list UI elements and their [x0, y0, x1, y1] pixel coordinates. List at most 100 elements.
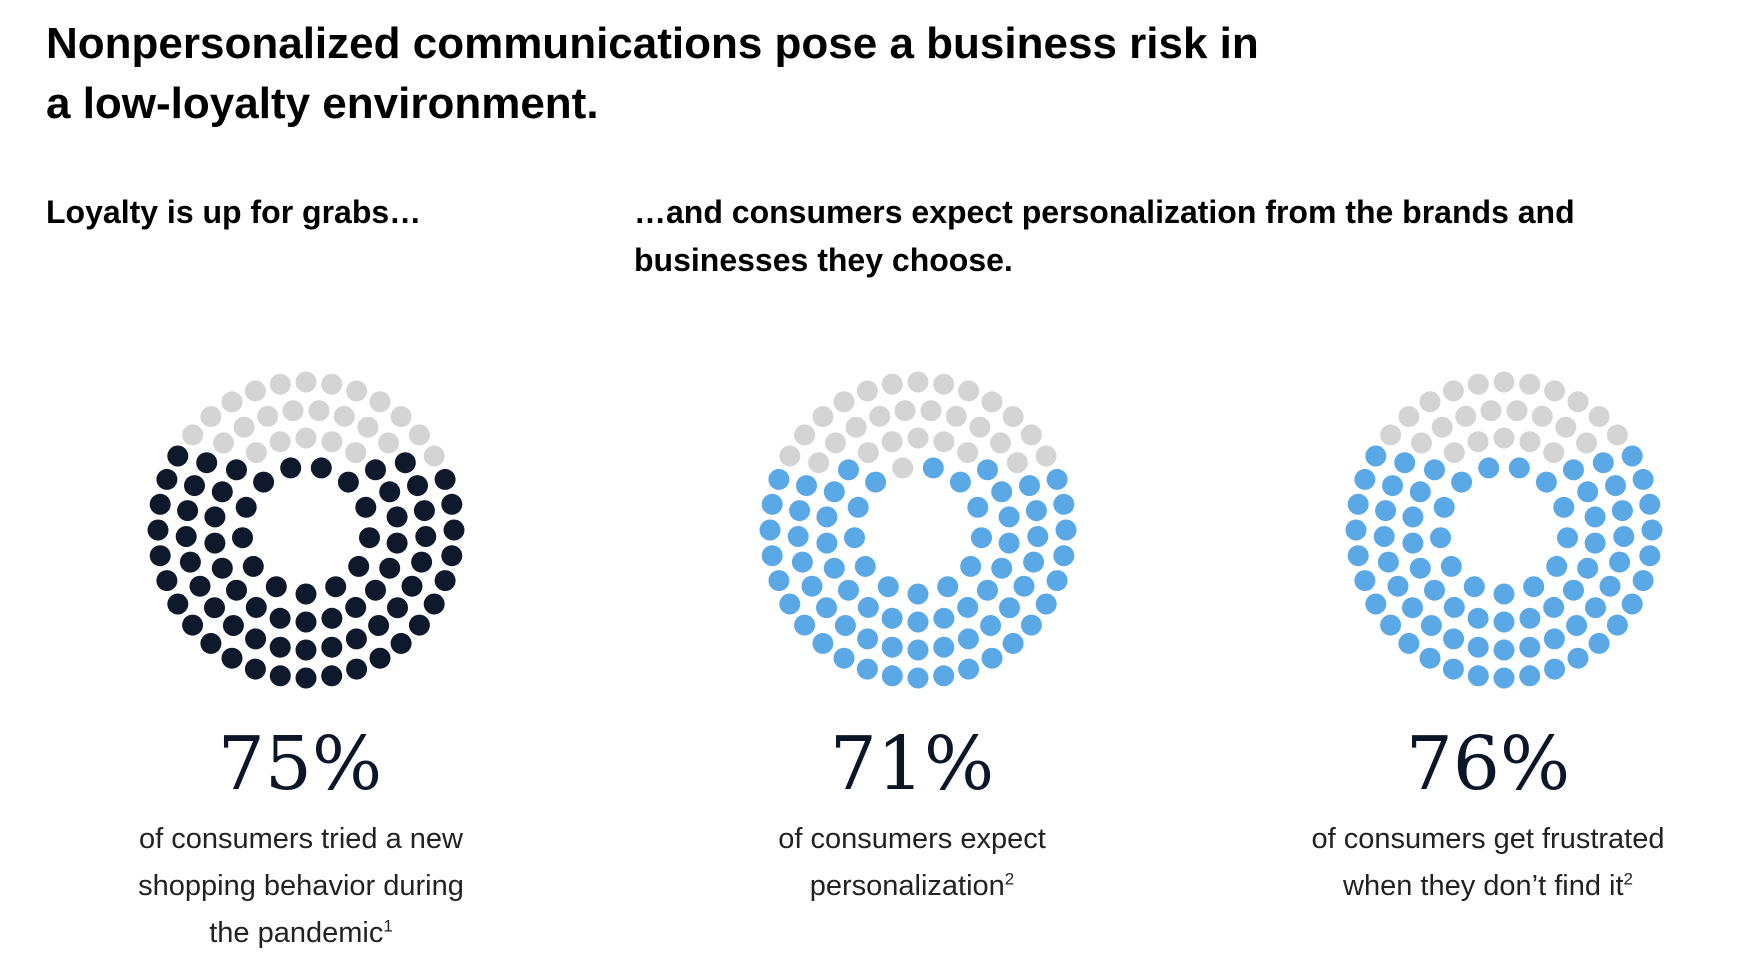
- empty-dot: [969, 416, 991, 438]
- subtitle-right: …and consumers expect personalization fr…: [634, 188, 1714, 284]
- filled-dot: [1639, 493, 1661, 515]
- title-line-2: a low-loyalty environment.: [46, 79, 599, 128]
- filled-dot: [787, 526, 809, 547]
- filled-dot: [415, 526, 437, 547]
- filled-dot: [960, 555, 982, 577]
- empty-dot: [257, 405, 279, 427]
- filled-dot: [368, 615, 390, 636]
- empty-dot: [856, 380, 878, 402]
- filled-dot: [1493, 667, 1515, 689]
- empty-dot: [1576, 432, 1597, 454]
- filled-dot: [149, 545, 171, 567]
- filled-dot: [816, 597, 837, 619]
- empty-dot: [308, 400, 330, 422]
- filled-dot: [1424, 579, 1445, 601]
- filled-dot: [1373, 526, 1395, 547]
- filled-dot: [1567, 647, 1589, 669]
- filled-dot: [865, 471, 887, 493]
- empty-dot: [1443, 442, 1465, 464]
- filled-dot: [1420, 615, 1442, 636]
- empty-dot: [295, 427, 317, 449]
- empty-dot: [221, 391, 243, 413]
- filled-dot: [321, 665, 343, 687]
- empty-dot: [1606, 424, 1628, 446]
- empty-dot: [957, 442, 979, 464]
- filled-dot: [1546, 555, 1568, 577]
- filled-dot: [443, 519, 465, 541]
- filled-dot: [156, 570, 178, 592]
- empty-dot: [345, 442, 367, 464]
- filled-dot: [857, 596, 879, 618]
- filled-dot: [759, 519, 781, 541]
- filled-dot: [1025, 500, 1047, 522]
- empty-dot: [408, 424, 430, 446]
- filled-dot: [149, 493, 171, 515]
- filled-dot: [1046, 468, 1068, 490]
- filled-dot: [434, 570, 456, 592]
- empty-dot: [1442, 380, 1464, 402]
- empty-dot: [920, 400, 942, 422]
- empty-dot: [1519, 373, 1541, 395]
- filled-dot: [812, 632, 834, 654]
- filled-dot: [1347, 545, 1369, 567]
- filled-dot: [877, 576, 899, 598]
- empty-dot: [892, 457, 914, 479]
- filled-dot: [796, 475, 817, 497]
- filled-dot: [838, 459, 859, 481]
- empty-dot: [244, 380, 266, 402]
- empty-dot: [825, 432, 846, 454]
- empty-dot: [1543, 442, 1565, 464]
- filled-dot: [407, 475, 428, 497]
- empty-dot: [233, 416, 255, 438]
- filled-dot: [816, 532, 838, 554]
- filled-dot: [1467, 636, 1489, 658]
- filled-dot: [408, 614, 430, 636]
- filled-dot: [1592, 452, 1614, 474]
- filled-dot: [1557, 527, 1578, 549]
- empty-dot: [1506, 400, 1528, 422]
- filled-dot: [1409, 481, 1431, 503]
- filled-dot: [211, 557, 233, 579]
- filled-dot: [441, 493, 463, 515]
- empty-dot: [1467, 373, 1489, 395]
- filled-dot: [1609, 551, 1631, 573]
- filled-dot: [1440, 555, 1462, 577]
- filled-dot: [1613, 526, 1635, 547]
- filled-dot: [1380, 614, 1402, 636]
- filled-dot: [971, 527, 992, 549]
- filled-dot: [1543, 596, 1565, 618]
- filled-dot: [823, 481, 845, 503]
- filled-dot: [167, 593, 189, 615]
- filled-dot: [1442, 658, 1464, 680]
- filled-dot: [269, 636, 291, 658]
- filled-dot: [1577, 481, 1599, 503]
- filled-dot: [379, 557, 401, 579]
- empty-dot: [981, 391, 1003, 413]
- desc-2-line-2-text: personalization: [809, 870, 1005, 902]
- filled-dot: [211, 481, 233, 503]
- empty-dot: [245, 442, 267, 464]
- filled-dot: [1493, 611, 1515, 633]
- filled-dot: [1493, 639, 1515, 661]
- filled-dot: [1519, 607, 1541, 629]
- empty-dot: [1020, 424, 1042, 446]
- filled-dot: [345, 596, 367, 618]
- empty-dot: [958, 380, 980, 402]
- filled-dot: [196, 452, 218, 474]
- filled-dot: [226, 579, 247, 601]
- stat-value-3: 76%: [1405, 721, 1571, 807]
- filled-dot: [244, 658, 266, 680]
- filled-dot: [1463, 576, 1485, 598]
- filled-dot: [1394, 452, 1416, 474]
- filled-dot: [1443, 628, 1465, 650]
- filled-dot: [386, 506, 408, 528]
- filled-dot: [794, 614, 816, 636]
- filled-dot: [1409, 557, 1431, 579]
- filled-dot: [957, 596, 979, 618]
- filled-dot: [1354, 570, 1376, 592]
- filled-dot: [1398, 632, 1420, 654]
- empty-dot: [282, 400, 304, 422]
- filled-dot: [789, 500, 811, 522]
- filled-dot: [937, 576, 959, 598]
- filled-dot: [253, 471, 275, 493]
